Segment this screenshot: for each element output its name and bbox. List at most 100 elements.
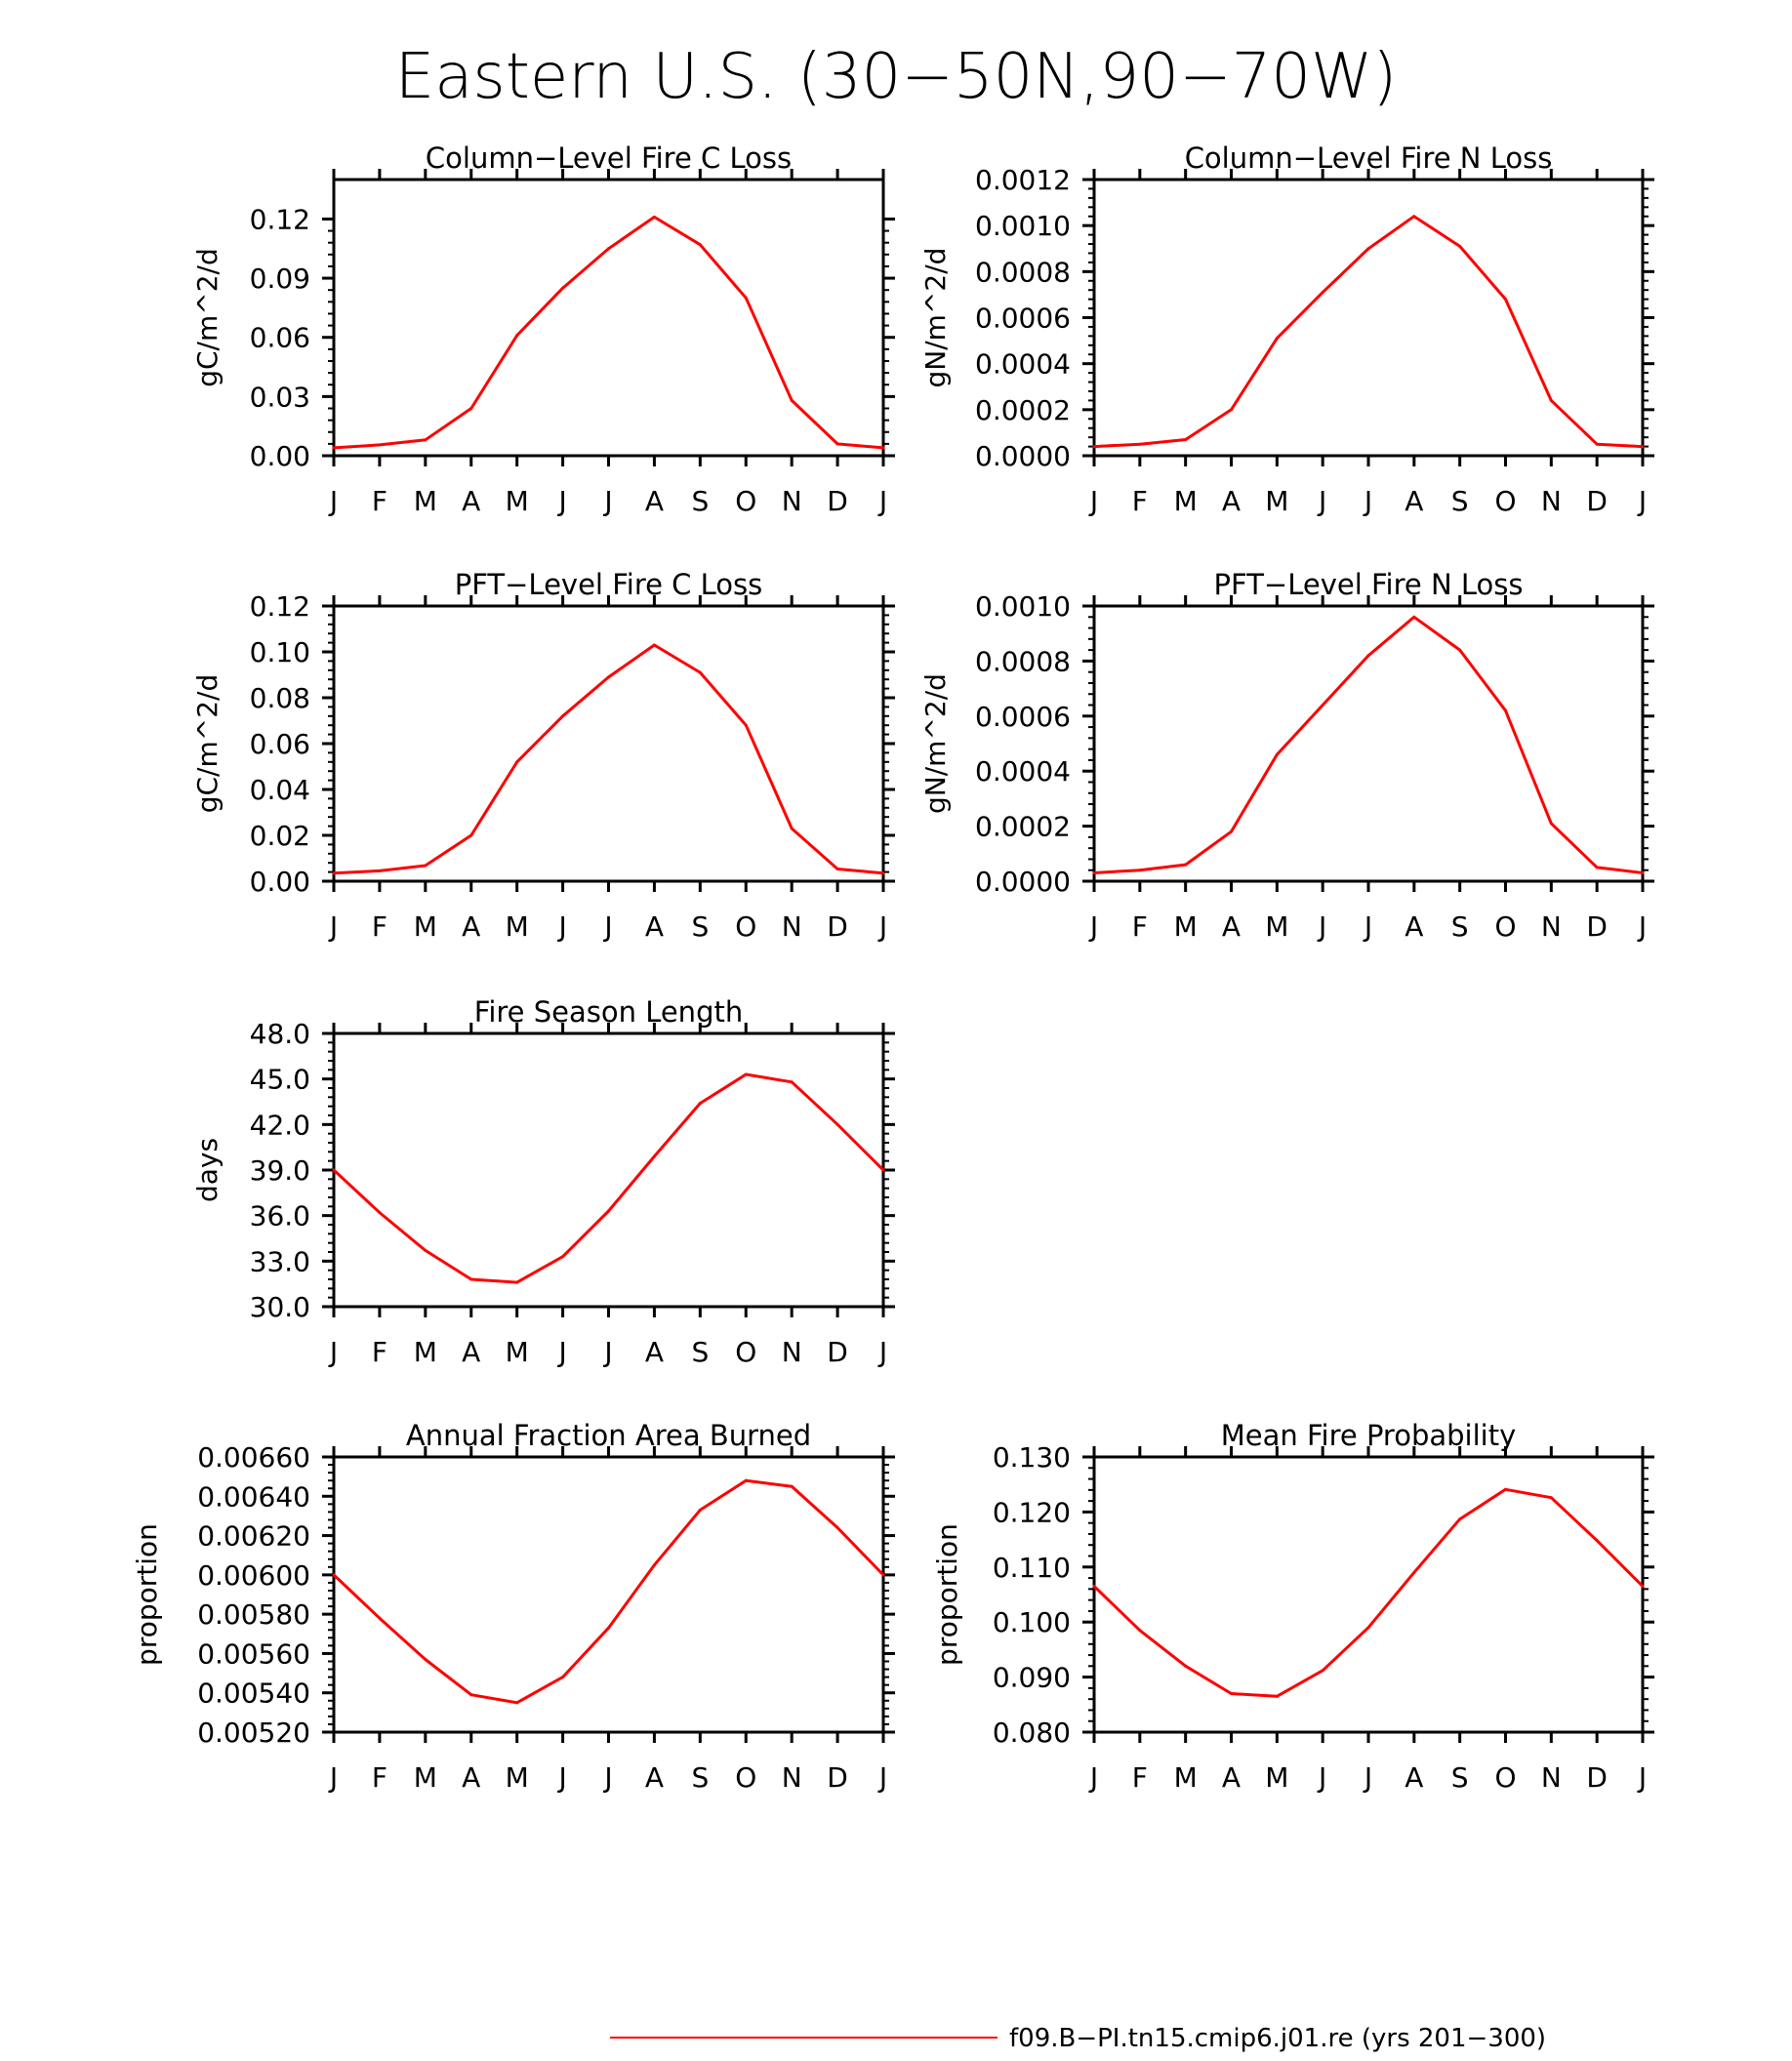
data-point	[1458, 1517, 1462, 1521]
data-point	[1458, 244, 1462, 248]
y-tick-label: 0.12	[250, 590, 310, 623]
x-tick-label: F	[1132, 485, 1148, 517]
data-point	[1641, 1585, 1645, 1589]
panel-col_n: J F M A M J J A S O N D J0.00000.00020.00040.00060.0…	[919, 141, 1654, 517]
data-point	[1230, 829, 1233, 833]
y-tick-label: 0.00520	[197, 1717, 310, 1749]
data-point	[698, 670, 702, 674]
y-tick-label: 0.00560	[197, 1637, 310, 1670]
y-tick-label: 0.100	[993, 1606, 1071, 1638]
x-tick-label: M	[414, 910, 437, 943]
y-tick-label: 0.03	[250, 381, 310, 413]
panel-title: Annual Fraction Area Burned	[406, 1419, 811, 1452]
y-tick-label: 0.00	[250, 866, 310, 898]
y-tick-label: 0.00620	[197, 1520, 310, 1553]
x-tick-label: M	[414, 1761, 437, 1794]
data-point	[744, 296, 748, 300]
data-point	[332, 1168, 336, 1172]
x-tick-label: D	[1586, 485, 1608, 517]
x-tick-label: F	[372, 910, 387, 943]
data-point	[1138, 869, 1142, 872]
x-tick-label: A	[1222, 1761, 1241, 1794]
data-point	[698, 1508, 702, 1512]
panel-prob: J F M A M J J A S O N D J0.0800.0900.1000.1100.1200.…	[931, 1419, 1654, 1794]
data-point	[1504, 1487, 1507, 1491]
y-axis-label: gN/m^2/d	[919, 248, 952, 388]
x-tick-label: O	[735, 1761, 756, 1794]
y-tick-label: 0.0004	[975, 348, 1071, 381]
data-point	[515, 760, 519, 764]
x-tick-label: M	[414, 485, 437, 517]
panels: J F M A M J J A S O N D J0.000.030.060.090.12Column−…	[131, 141, 1654, 1794]
y-tick-label: 0.0010	[975, 590, 1071, 623]
x-tick-label: M	[1265, 1761, 1288, 1794]
data-point	[790, 827, 794, 830]
x-tick-label: S	[691, 910, 709, 943]
data-point	[378, 869, 382, 872]
y-tick-label: 0.0000	[975, 866, 1071, 898]
data-point	[835, 442, 839, 446]
x-tick-label: N	[782, 1336, 802, 1368]
x-tick-label: S	[1451, 910, 1469, 943]
x-tick-label: J	[556, 910, 566, 943]
data-point	[1549, 822, 1553, 826]
x-tick-label: M	[1265, 485, 1288, 517]
x-tick-label: J	[1317, 485, 1326, 517]
x-tick-label: F	[1132, 1761, 1148, 1794]
panel-title: Fire Season Length	[474, 995, 743, 1029]
x-tick-label: J	[328, 910, 338, 943]
x-tick-label: M	[1174, 910, 1198, 943]
x-tick-label: O	[1494, 910, 1516, 943]
data-point	[881, 1168, 885, 1172]
data-point	[1184, 863, 1188, 867]
y-tick-label: 0.110	[993, 1552, 1071, 1584]
y-tick-label: 0.00580	[197, 1598, 310, 1631]
data-point	[561, 714, 565, 718]
panel-pft_c: J F M A M J J A S O N D J0.000.020.040.060.080.100.1…	[191, 568, 895, 943]
y-tick-label: 0.130	[993, 1441, 1071, 1474]
data-point	[1412, 215, 1416, 219]
y-tick-label: 0.0012	[975, 164, 1071, 196]
data-point	[561, 286, 565, 290]
data-point	[515, 334, 519, 338]
x-tick-label: M	[414, 1336, 437, 1368]
x-tick-label: N	[1541, 1761, 1562, 1794]
x-tick-label: J	[328, 485, 338, 517]
x-tick-label: A	[645, 1336, 664, 1368]
x-tick-label: J	[1317, 1761, 1326, 1794]
y-tick-label: 0.00660	[197, 1441, 310, 1474]
data-point	[1275, 337, 1279, 341]
y-tick-label: 0.04	[250, 774, 310, 806]
y-tick-label: 0.080	[993, 1717, 1071, 1749]
y-tick-label: 30.0	[250, 1291, 310, 1323]
data-point	[1092, 1585, 1096, 1589]
x-tick-label: J	[1637, 1761, 1647, 1794]
data-point	[1412, 615, 1416, 619]
y-tick-label: 0.00640	[197, 1480, 310, 1513]
data-point	[1366, 654, 1370, 658]
x-tick-label: N	[1541, 910, 1562, 943]
data-point	[1595, 866, 1599, 869]
x-tick-label: A	[645, 910, 664, 943]
data-point	[1641, 871, 1645, 875]
x-tick-label: S	[1451, 485, 1469, 517]
data-point	[1366, 247, 1370, 251]
y-tick-label: 33.0	[250, 1245, 310, 1277]
panel-title: PFT−Level Fire C Loss	[455, 568, 763, 601]
y-tick-label: 0.0004	[975, 755, 1071, 788]
x-tick-label: F	[1132, 910, 1148, 943]
x-tick-label: J	[1637, 485, 1647, 517]
x-tick-label: D	[827, 485, 848, 517]
x-tick-label: S	[1451, 1761, 1469, 1794]
data-point	[652, 1154, 656, 1158]
y-axis-label: days	[191, 1138, 224, 1202]
x-tick-label: J	[1363, 485, 1372, 517]
panel-pft_n: J F M A M J J A S O N D J0.00000.00020.00040.00060.0…	[919, 568, 1654, 943]
data-point	[1275, 752, 1279, 756]
figure-title: Eastern U.S. (30−50N,90−70W)	[395, 41, 1398, 113]
data-point	[1595, 1539, 1599, 1543]
data-point	[790, 1080, 794, 1084]
data-point	[607, 1209, 610, 1213]
data-point	[1138, 442, 1142, 446]
x-tick-label: A	[1405, 910, 1423, 943]
